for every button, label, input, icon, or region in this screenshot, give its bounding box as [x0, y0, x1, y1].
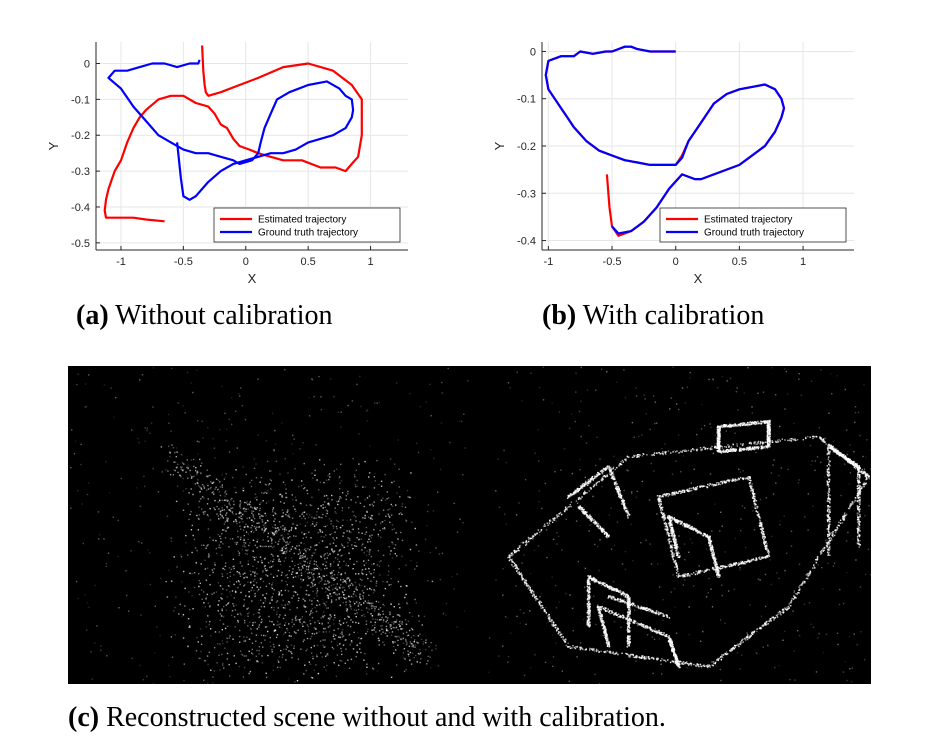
x-tick-label: 0	[673, 256, 679, 268]
series-line-estimated	[103, 45, 363, 223]
x-tick-label: 0.5	[732, 256, 747, 268]
series-line-estimated	[544, 45, 786, 237]
x-tick-label: 1	[800, 256, 806, 268]
x-tick-label: 0.5	[301, 256, 316, 268]
x-tick-label: -1	[116, 256, 126, 268]
x-tick-label: -0.5	[174, 256, 193, 268]
x-axis-label: X	[694, 271, 703, 286]
legend-entry: Ground truth trajectory	[258, 228, 358, 239]
x-tick-label: 0	[243, 256, 249, 268]
y-axis-label: Y	[492, 141, 507, 150]
x-tick-label: 1	[367, 256, 373, 268]
legend-entry: Estimated trajectory	[704, 215, 792, 226]
y-axis-label: Y	[46, 141, 61, 150]
y-tick-label: -0.3	[517, 188, 536, 200]
caption-a: (a) Without calibration	[76, 300, 333, 332]
caption-a-text: Without calibration	[115, 300, 333, 331]
caption-c-text: Reconstructed scene without and with cal…	[106, 702, 666, 733]
point-cloud	[70, 366, 871, 684]
legend-entry: Estimated trajectory	[258, 215, 346, 226]
legend-box	[659, 207, 847, 243]
y-tick-label: 0	[530, 46, 536, 58]
caption-c-label: (c)	[68, 702, 100, 733]
y-tick-label: -0.3	[71, 166, 90, 178]
y-tick-label: 0	[84, 59, 90, 71]
legend-box	[213, 207, 401, 243]
legend-entry: Ground truth trajectory	[704, 228, 804, 239]
caption-b: (b) With calibration	[542, 300, 764, 332]
y-tick-label: -0.2	[71, 130, 90, 142]
y-tick-label: -0.1	[517, 94, 536, 106]
chart-with-calibration: -1 -0.5 0 0.5 1 0 -0.1 -0.2 -0.3 -0.4 X Y Estimated …	[492, 42, 854, 286]
y-tick-label: -0.4	[517, 236, 536, 248]
y-tick-label: -0.1	[71, 94, 90, 106]
series-line-ground-truth	[107, 59, 355, 201]
series-line-ground-truth	[544, 45, 786, 235]
chart-without-calibration: -1 -0.5 0 0.5 1 0 -0.1 -0.2 -0.3 -0.4 -0.5 X Y Estima…	[46, 42, 408, 286]
caption-a-label: (a)	[76, 300, 109, 331]
caption-b-label: (b)	[542, 300, 577, 331]
caption-c: (c) Reconstructed scene without and with…	[68, 702, 666, 734]
reconstructed-scene-image	[68, 366, 871, 684]
y-tick-label: -0.4	[71, 202, 90, 214]
x-tick-label: -1	[543, 256, 553, 268]
y-tick-label: -0.5	[71, 238, 90, 250]
x-tick-label: -0.5	[603, 256, 622, 268]
x-axis-label: X	[248, 271, 257, 286]
y-tick-label: -0.2	[517, 141, 536, 153]
caption-b-text: With calibration	[582, 300, 765, 331]
